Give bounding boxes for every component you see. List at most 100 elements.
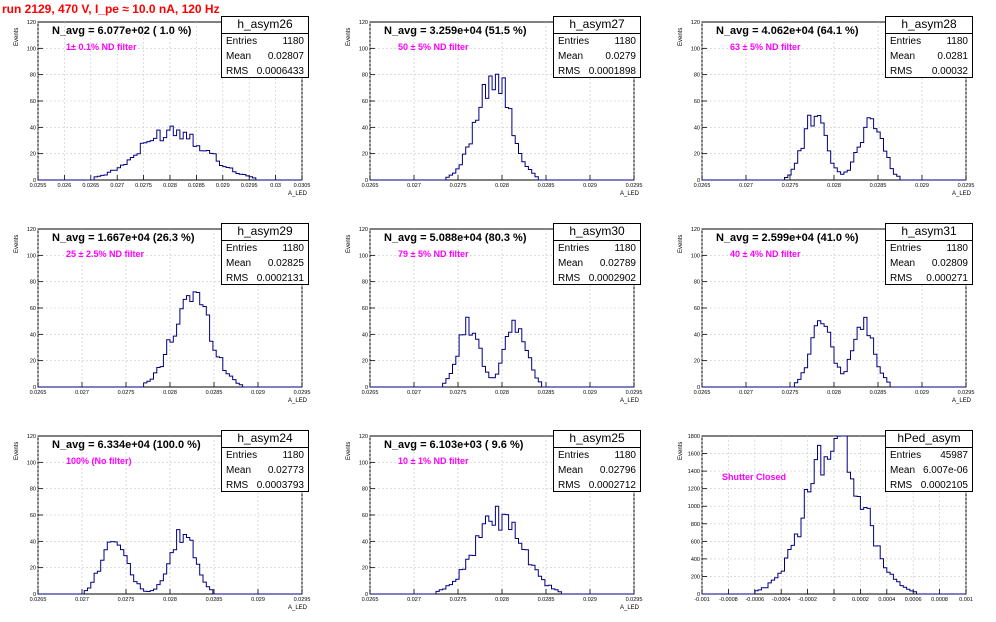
histogram-series [370, 316, 634, 388]
x-tick-label: 0.027 [75, 597, 89, 603]
stat-value: 0.0002131 [256, 273, 304, 284]
x-tick-label: -0.0008 [719, 597, 738, 603]
stat-label: Entries [558, 450, 590, 461]
x-axis-label: A_LED [952, 191, 972, 197]
stat-value: 0.02809 [931, 258, 968, 269]
y-axis-label: Events [14, 441, 20, 460]
y-tick-label: 100 [691, 46, 700, 52]
histogram-name: h_asym25 [554, 431, 640, 448]
histogram-pad: 0.0265 0.027 0.0275 0.028 0.0285 0.029 0.0295 0… [664, 0, 996, 207]
stat-label: Entries [558, 243, 590, 254]
stats-entries-row: Entries 1180 [222, 241, 308, 256]
y-axis-label: Events [346, 234, 352, 253]
y-tick-label: 20 [30, 359, 36, 365]
stat-label: Mean [890, 258, 916, 269]
stats-rms-row: RMS 0.000271 [886, 271, 972, 286]
stat-value: 0.0002105 [920, 480, 968, 491]
stat-label: Mean [226, 258, 252, 269]
stats-mean-row: Mean 0.02789 [554, 256, 640, 271]
y-tick-label: 1800 [688, 434, 700, 440]
stats-box: h_asym30 Entries 1180 Mean 0.02789 RMS 0.00029… [553, 223, 641, 285]
histogram-plot: 0.0265 0.027 0.0275 0.028 0.0285 0.029 0.0295 0… [27, 434, 311, 603]
stats-rms-row: RMS 0.0002105 [886, 478, 972, 493]
y-tick-label: 120 [27, 227, 36, 233]
x-axis-label: A_LED [620, 191, 640, 197]
x-tick-label: 0.0275 [118, 597, 135, 603]
stat-value: 0.0002712 [588, 480, 636, 491]
y-axis-label: Events [678, 234, 684, 253]
stats-mean-row: Mean 0.02809 [886, 256, 972, 271]
n-avg-label: N_avg = 5.088e+04 (80.3 %) [384, 232, 527, 244]
histogram-series [702, 316, 966, 388]
y-tick-label: 40 [30, 125, 36, 131]
y-tick-label: 120 [359, 227, 368, 233]
x-tick-label: 0.0295 [626, 390, 643, 396]
stat-label: Entries [226, 36, 258, 47]
stat-label: RMS [226, 480, 249, 491]
filter-annotation: 10 ± 1% ND filter [398, 456, 469, 466]
stat-value: 0.0001898 [588, 66, 636, 77]
stats-box: h_asym24 Entries 1180 Mean 0.02773 RMS 0.00037… [221, 430, 309, 492]
y-tick-label: 1000 [688, 504, 700, 510]
y-tick-label: 0 [33, 385, 36, 391]
stat-value: 1180 [614, 450, 636, 461]
y-tick-label: 0 [697, 178, 700, 184]
stats-mean-row: Mean 0.02796 [554, 463, 640, 478]
y-tick-label: 120 [27, 20, 36, 26]
histogram-pad: -0.001 -0.0008 -0.0006 -0.0004 -0.0002 0 0.000… [664, 414, 996, 621]
filter-annotation: 100% (No filter) [66, 456, 132, 466]
y-tick-label: 0 [697, 592, 700, 598]
x-tick-label: 0.0265 [362, 390, 379, 396]
histogram-name: h_asym26 [222, 17, 308, 34]
x-tick-label: 0.0002 [852, 597, 869, 603]
stats-entries-row: Entries 1180 [886, 34, 972, 49]
y-tick-label: 0 [697, 385, 700, 391]
x-tick-label: 0.0275 [135, 183, 152, 189]
stats-mean-row: Mean 0.0279 [554, 49, 640, 64]
x-tick-label: 0.0255 [30, 183, 47, 189]
stats-box: h_asym27 Entries 1180 Mean 0.0279 RMS 0.000189… [553, 16, 641, 78]
x-axis-label: A_LED [288, 605, 308, 611]
x-tick-label: 0.0275 [782, 183, 799, 189]
x-tick-label: 0.0295 [958, 183, 975, 189]
y-axis-label: Events [678, 27, 684, 46]
x-tick-label: 0.0285 [870, 390, 887, 396]
y-tick-label: 60 [694, 306, 700, 312]
n-avg-label: N_avg = 6.077e+02 ( 1.0 %) [52, 25, 192, 37]
y-tick-label: 40 [362, 125, 368, 131]
stat-value: 0.0279 [605, 51, 636, 62]
x-tick-label: 0.028 [495, 390, 509, 396]
x-tick-label: 0.0275 [450, 390, 467, 396]
x-tick-label: 0.028 [163, 597, 177, 603]
x-tick-label: -0.0004 [772, 597, 791, 603]
stat-value: 0.02773 [267, 465, 304, 476]
x-tick-label: 0.001 [959, 597, 973, 603]
x-tick-label: 0.0265 [362, 597, 379, 603]
stat-value: 1180 [614, 36, 636, 47]
stat-label: RMS [226, 66, 249, 77]
stats-box: h_asym29 Entries 1180 Mean 0.02825 RMS 0.00021… [221, 223, 309, 285]
y-tick-label: 60 [362, 306, 368, 312]
y-tick-label: 80 [30, 73, 36, 79]
histogram-pad: 0.0265 0.027 0.0275 0.028 0.0285 0.029 0.0295 0… [0, 414, 332, 621]
y-tick-label: 200 [691, 574, 700, 580]
stat-label: RMS [890, 273, 913, 284]
x-tick-label: 0.0004 [878, 597, 895, 603]
x-tick-label: 0.029 [216, 183, 230, 189]
histogram-pad: 0.0265 0.027 0.0275 0.028 0.0285 0.029 0.0295 0… [0, 207, 332, 414]
stat-value: 0.000271 [926, 273, 968, 284]
x-tick-label: 0.027 [407, 597, 421, 603]
y-tick-label: 60 [362, 99, 368, 105]
y-tick-label: 40 [362, 332, 368, 338]
x-axis-label: A_LED [288, 398, 308, 404]
histogram-pad: 0.0255 0.026 0.0265 0.027 0.0275 0.028 0.0285 0… [0, 0, 332, 207]
y-tick-label: 60 [362, 513, 368, 519]
stat-label: Mean [226, 465, 252, 476]
stat-value: 1180 [946, 243, 968, 254]
y-tick-label: 80 [362, 73, 368, 79]
histogram-pad: 0.0265 0.027 0.0275 0.028 0.0285 0.029 0.0295 0… [664, 207, 996, 414]
filter-annotation: 25 ± 2.5% ND filter [66, 249, 144, 259]
y-tick-label: 0 [365, 592, 368, 598]
filter-annotation: 63 ± 5% ND filter [730, 42, 801, 52]
y-tick-label: 100 [691, 253, 700, 259]
